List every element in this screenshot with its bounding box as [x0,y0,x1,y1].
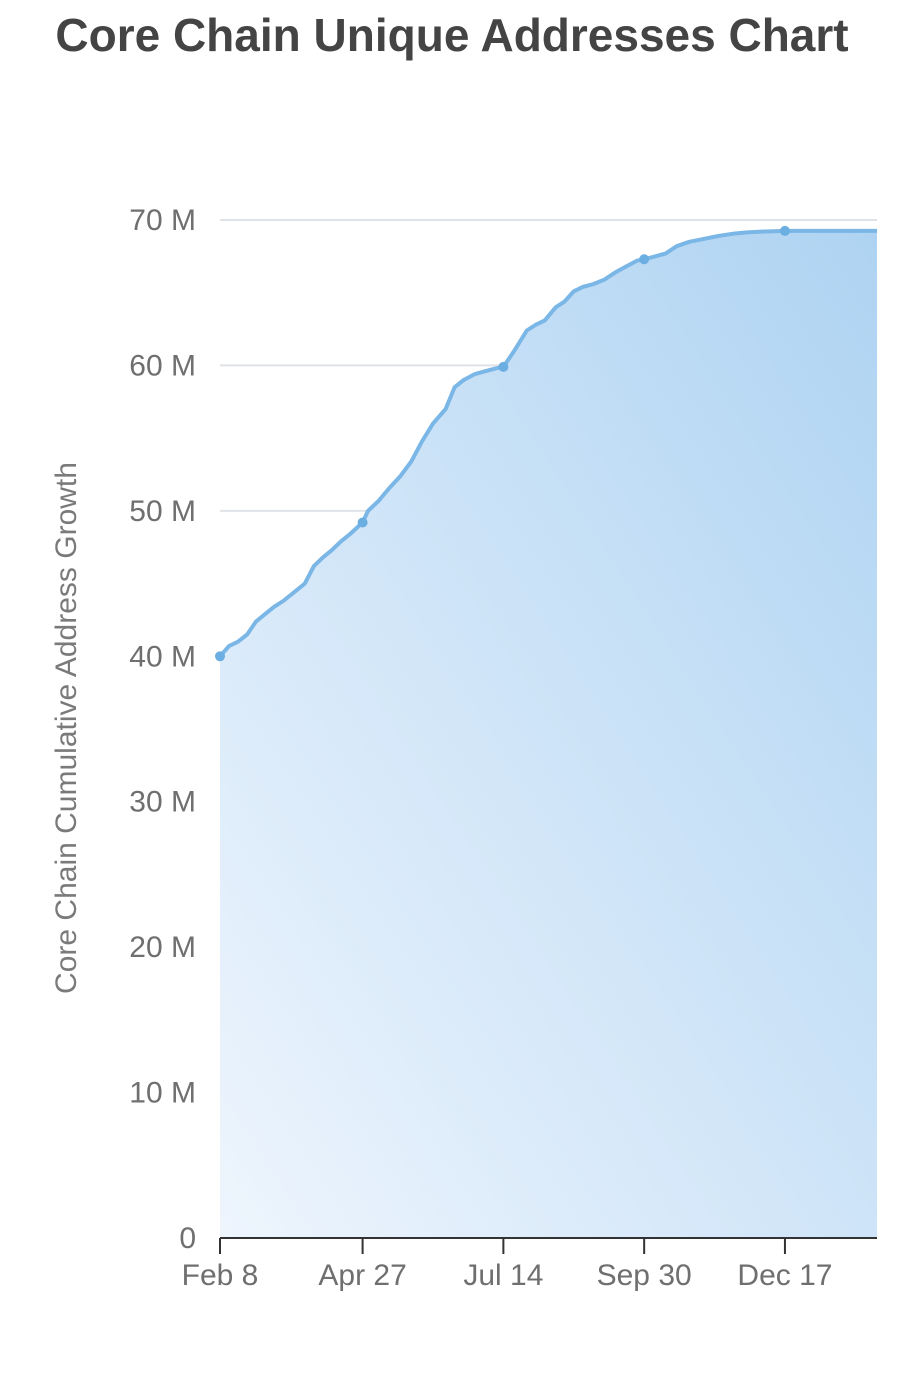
x-axis-ticks: Feb 8 Apr 27 Jul 14 Sep 30 Dec 17 [182,1238,832,1292]
x-tick-label: Feb 8 [182,1259,259,1292]
y-tick-label: 60 M [129,349,196,382]
series-markers [215,225,790,662]
y-tick-label: 40 M [129,640,196,673]
x-tick-label: Dec 17 [737,1259,832,1292]
y-tick-label: 0 [179,1222,196,1255]
x-tick-label: Apr 27 [318,1259,406,1292]
y-tick-label: 30 M [129,786,196,819]
series-point-marker[interactable] [779,225,790,236]
series-point-marker[interactable] [357,517,368,528]
y-tick-label: 20 M [129,931,196,964]
y-axis-label: Core Chain Cumulative Address Growth [50,462,83,994]
series-area [220,230,877,1238]
chart-title: Core Chain Unique Addresses Chart [55,9,849,61]
series-point-marker[interactable] [498,361,509,372]
x-tick-label: Sep 30 [597,1259,692,1292]
y-tick-label: 70 M [129,204,196,237]
series-point-marker[interactable] [639,254,650,265]
y-tick-label: 50 M [129,495,196,528]
series-line [218,228,877,658]
y-axis-ticks: 0 10 M 20 M 30 M 40 M 50 M 60 M 70 M [129,204,196,1255]
y-tick-label: 10 M [129,1077,196,1110]
series-point-marker[interactable] [215,651,225,662]
x-tick-label: Jul 14 [463,1259,543,1292]
